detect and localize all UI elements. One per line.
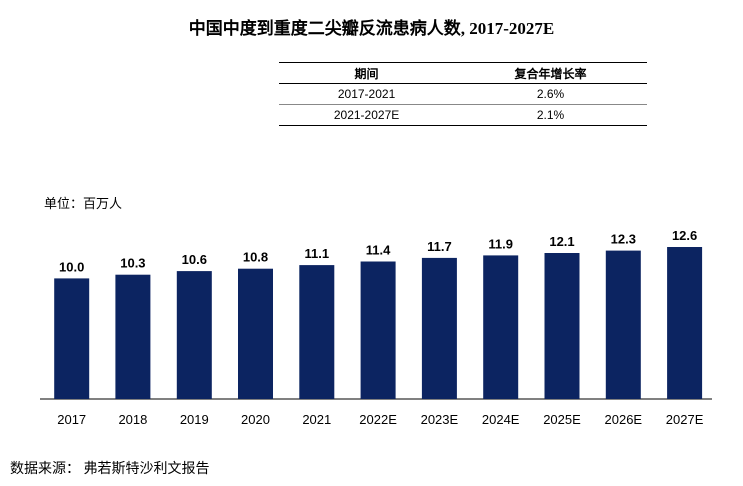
bar-2026E: [605, 250, 641, 399]
bar-2019: [176, 271, 212, 399]
cagr-rate: 2.1%: [536, 108, 565, 122]
source-note: 数据来源： 弗若斯特沙利文报告: [10, 462, 210, 477]
x-tick-label-2020: 2020: [241, 412, 270, 427]
cagr-table-row: 2021-2027E 2.1%: [279, 105, 647, 126]
data-label-2020: 10.8: [243, 250, 268, 265]
cagr-table: 期间 复合年增长率 2017-2021 2.6% 2021-2027E 2.1%: [279, 62, 647, 126]
x-tick-label-2025E: 2025E: [543, 412, 581, 427]
data-label-2018: 10.3: [120, 256, 145, 271]
bar-2018: [115, 274, 151, 399]
unit-label: 单位：百万人: [44, 196, 123, 211]
data-label-2023E: 11.7: [427, 239, 452, 254]
bar-2025E: [544, 253, 580, 399]
bar-2021: [299, 265, 335, 399]
cagr-period: 2021-2027E: [333, 108, 400, 122]
data-label-2017: 10.0: [59, 259, 84, 274]
bar-2023E: [421, 257, 457, 399]
x-tick-label-2026E: 2026E: [605, 412, 643, 427]
bar-2024E: [483, 255, 519, 399]
data-label-2021: 11.1: [305, 246, 330, 261]
data-label-2024E: 11.9: [488, 236, 513, 251]
cagr-table-row: 2017-2021 2.6%: [279, 84, 647, 105]
cagr-period: 2017-2021: [337, 87, 396, 101]
bar-2017: [54, 278, 90, 399]
x-tick-label-2017: 2017: [57, 412, 86, 427]
data-label-2026E: 12.3: [611, 232, 636, 247]
x-tick-label-2022E: 2022E: [359, 412, 397, 427]
bar-2020: [238, 268, 273, 399]
x-tick-label-2023E: 2023E: [421, 412, 459, 427]
x-tick-label-2018: 2018: [118, 412, 147, 427]
cagr-table-header-row: 期间 复合年增长率: [279, 62, 647, 84]
cagr-header-period: 期间: [354, 66, 379, 81]
cagr-header-rate: 复合年增长率: [514, 66, 587, 81]
chart-title: 中国中度到重度二尖瓣反流患病人数, 2017-2027E: [188, 19, 555, 38]
x-tick-label-2021: 2021: [302, 412, 331, 427]
x-tick-label-2019: 2019: [180, 412, 209, 427]
data-label-2019: 10.6: [182, 252, 207, 267]
data-label-2022E: 11.4: [366, 243, 391, 258]
bar-2027E: [667, 247, 703, 399]
bar-2022E: [360, 261, 396, 399]
data-label-2025E: 12.1: [549, 234, 574, 249]
x-tick-label-2027E: 2027E: [666, 412, 704, 427]
data-label-2027E: 12.6: [672, 228, 697, 243]
x-tick-label-2024E: 2024E: [482, 412, 520, 427]
cagr-rate: 2.6%: [536, 87, 565, 101]
